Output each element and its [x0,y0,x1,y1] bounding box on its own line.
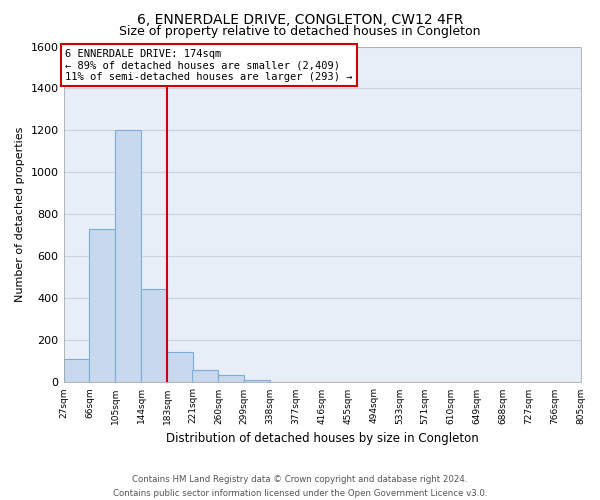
Text: 6, ENNERDALE DRIVE, CONGLETON, CW12 4FR: 6, ENNERDALE DRIVE, CONGLETON, CW12 4FR [137,12,463,26]
Bar [141,289,167,382]
Text: 6 ENNERDALE DRIVE: 174sqm
← 89% of detached houses are smaller (2,409)
11% of se: 6 ENNERDALE DRIVE: 174sqm ← 89% of detac… [65,48,352,82]
Bar [244,380,270,382]
Bar [64,360,89,382]
Bar [167,352,193,382]
Bar [193,370,218,382]
Bar [218,375,244,382]
Y-axis label: Number of detached properties: Number of detached properties [15,127,25,302]
Bar [115,130,141,382]
Text: Contains HM Land Registry data © Crown copyright and database right 2024.
Contai: Contains HM Land Registry data © Crown c… [113,476,487,498]
Text: Size of property relative to detached houses in Congleton: Size of property relative to detached ho… [119,25,481,38]
Bar [89,229,115,382]
X-axis label: Distribution of detached houses by size in Congleton: Distribution of detached houses by size … [166,432,478,445]
